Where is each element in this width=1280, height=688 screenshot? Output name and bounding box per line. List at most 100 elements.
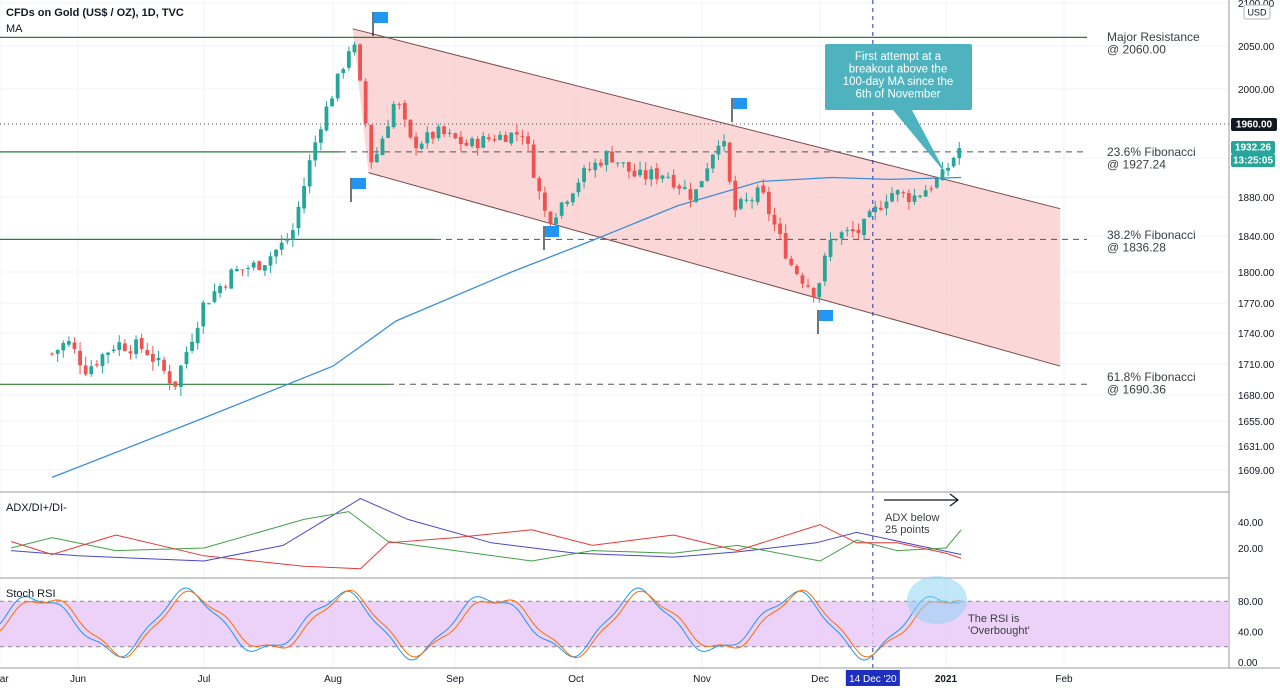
candle-body xyxy=(671,174,676,188)
candle-body xyxy=(419,143,424,149)
candle-body xyxy=(537,178,542,192)
candle-body xyxy=(134,339,138,355)
fib-236-label: 23.6% Fibonacci@ 1927.24 xyxy=(1107,145,1196,172)
candle-body xyxy=(822,255,827,282)
callout-box xyxy=(825,44,972,110)
candle-body xyxy=(918,195,922,197)
time-tick-label: Jun xyxy=(70,674,86,685)
candle-body xyxy=(654,168,659,180)
candle-body xyxy=(744,199,749,201)
candle-body xyxy=(862,218,866,236)
candle-body xyxy=(761,185,766,193)
candle-body xyxy=(839,232,844,239)
candle-body xyxy=(324,106,329,131)
candle-body xyxy=(240,269,245,271)
candle-body xyxy=(402,103,407,120)
di-minus-line xyxy=(10,524,962,570)
candle-body xyxy=(621,162,626,164)
flag-icon xyxy=(545,226,559,237)
candle-body xyxy=(464,142,469,146)
candle-body xyxy=(598,162,603,166)
candle-body xyxy=(341,69,346,74)
candle-body xyxy=(783,233,788,259)
flag-low-dec xyxy=(817,310,833,334)
candle-body xyxy=(957,148,962,159)
candle-body xyxy=(251,262,256,268)
candle-body xyxy=(358,44,362,81)
candle-body xyxy=(470,138,474,147)
candle-body xyxy=(346,51,351,68)
rsi-note-text: 'Overbought' xyxy=(968,625,1030,637)
indicator-label: MA xyxy=(6,23,23,35)
candle-body xyxy=(884,201,889,209)
flag-low-sep xyxy=(543,226,559,250)
time-tick-label: Feb xyxy=(1055,674,1073,685)
candle-body xyxy=(201,302,206,327)
adx-arrow-head xyxy=(949,493,959,507)
rsi-tick-label: 40.00 xyxy=(1238,628,1263,639)
candle-body xyxy=(386,126,390,138)
candles xyxy=(50,41,962,397)
price-tick-label: 1655.00 xyxy=(1238,417,1275,428)
candle-body xyxy=(733,180,738,211)
adx-tick-label: 40.00 xyxy=(1238,518,1263,529)
price-tick-label: 1740.00 xyxy=(1238,329,1275,340)
candle-body xyxy=(391,104,396,128)
countdown-badge: 13:25:05 xyxy=(1233,156,1273,167)
candle-body xyxy=(845,230,850,232)
candle-body xyxy=(694,189,698,202)
candle-body xyxy=(307,160,312,187)
candle-body xyxy=(190,341,194,351)
candle-body xyxy=(828,239,833,257)
last-price-badge-bg xyxy=(1231,141,1275,154)
candle-body xyxy=(576,182,581,193)
candle-body xyxy=(604,151,609,166)
price-tick-label: 1680.00 xyxy=(1238,391,1275,402)
candle-body xyxy=(290,230,295,240)
candle-body xyxy=(117,342,122,350)
candle-body xyxy=(302,186,306,209)
adx-pane-title: ADX/DI+/DI- xyxy=(6,502,67,514)
candle-body xyxy=(408,119,413,138)
flag-icon xyxy=(733,98,747,109)
candle-body xyxy=(811,287,816,298)
candle-body xyxy=(587,168,592,170)
flag-icon xyxy=(374,12,388,23)
candle-body xyxy=(139,337,144,349)
candle-body xyxy=(492,139,497,141)
candle-body xyxy=(794,266,799,274)
candle-body xyxy=(262,265,267,271)
fib-382-label-line-0: 38.2% Fibonacci xyxy=(1107,228,1196,242)
candle-body xyxy=(111,349,116,351)
candle-body xyxy=(498,134,502,140)
adx-note-text: 25 points xyxy=(885,524,930,536)
flag-top-nov xyxy=(731,98,747,122)
callout-pointer xyxy=(893,110,946,174)
candle-body xyxy=(526,136,530,144)
flag-icon xyxy=(352,178,366,189)
candle-body xyxy=(380,138,385,156)
major-resistance-label: Major Resistance@ 2060.00 xyxy=(1107,30,1200,57)
candle-body xyxy=(167,371,172,384)
candle-body xyxy=(727,142,732,182)
candle-body xyxy=(475,138,480,149)
candle-body xyxy=(946,167,950,171)
candle-body xyxy=(150,353,155,362)
candle-body xyxy=(716,145,721,155)
flag-top-aug xyxy=(372,12,388,36)
adx-tick-label: 20.00 xyxy=(1238,544,1263,555)
candle-body xyxy=(486,137,491,140)
candle-body xyxy=(789,258,794,266)
candle-body xyxy=(755,187,760,203)
candle-body xyxy=(615,162,620,164)
fib-618-label: 61.8% Fibonacci@ 1690.36 xyxy=(1107,370,1196,397)
candle-body xyxy=(374,154,379,163)
date-highlight-label: 14 Dec '20 xyxy=(849,674,897,685)
candle-body xyxy=(548,211,553,224)
candle-body xyxy=(940,169,945,181)
time-tick-label: Oct xyxy=(568,674,584,685)
candle-body xyxy=(156,357,161,361)
chart-title: CFDs on Gold (US$ / OZ), 1D, TVC xyxy=(6,7,184,19)
candle-body xyxy=(923,190,928,197)
